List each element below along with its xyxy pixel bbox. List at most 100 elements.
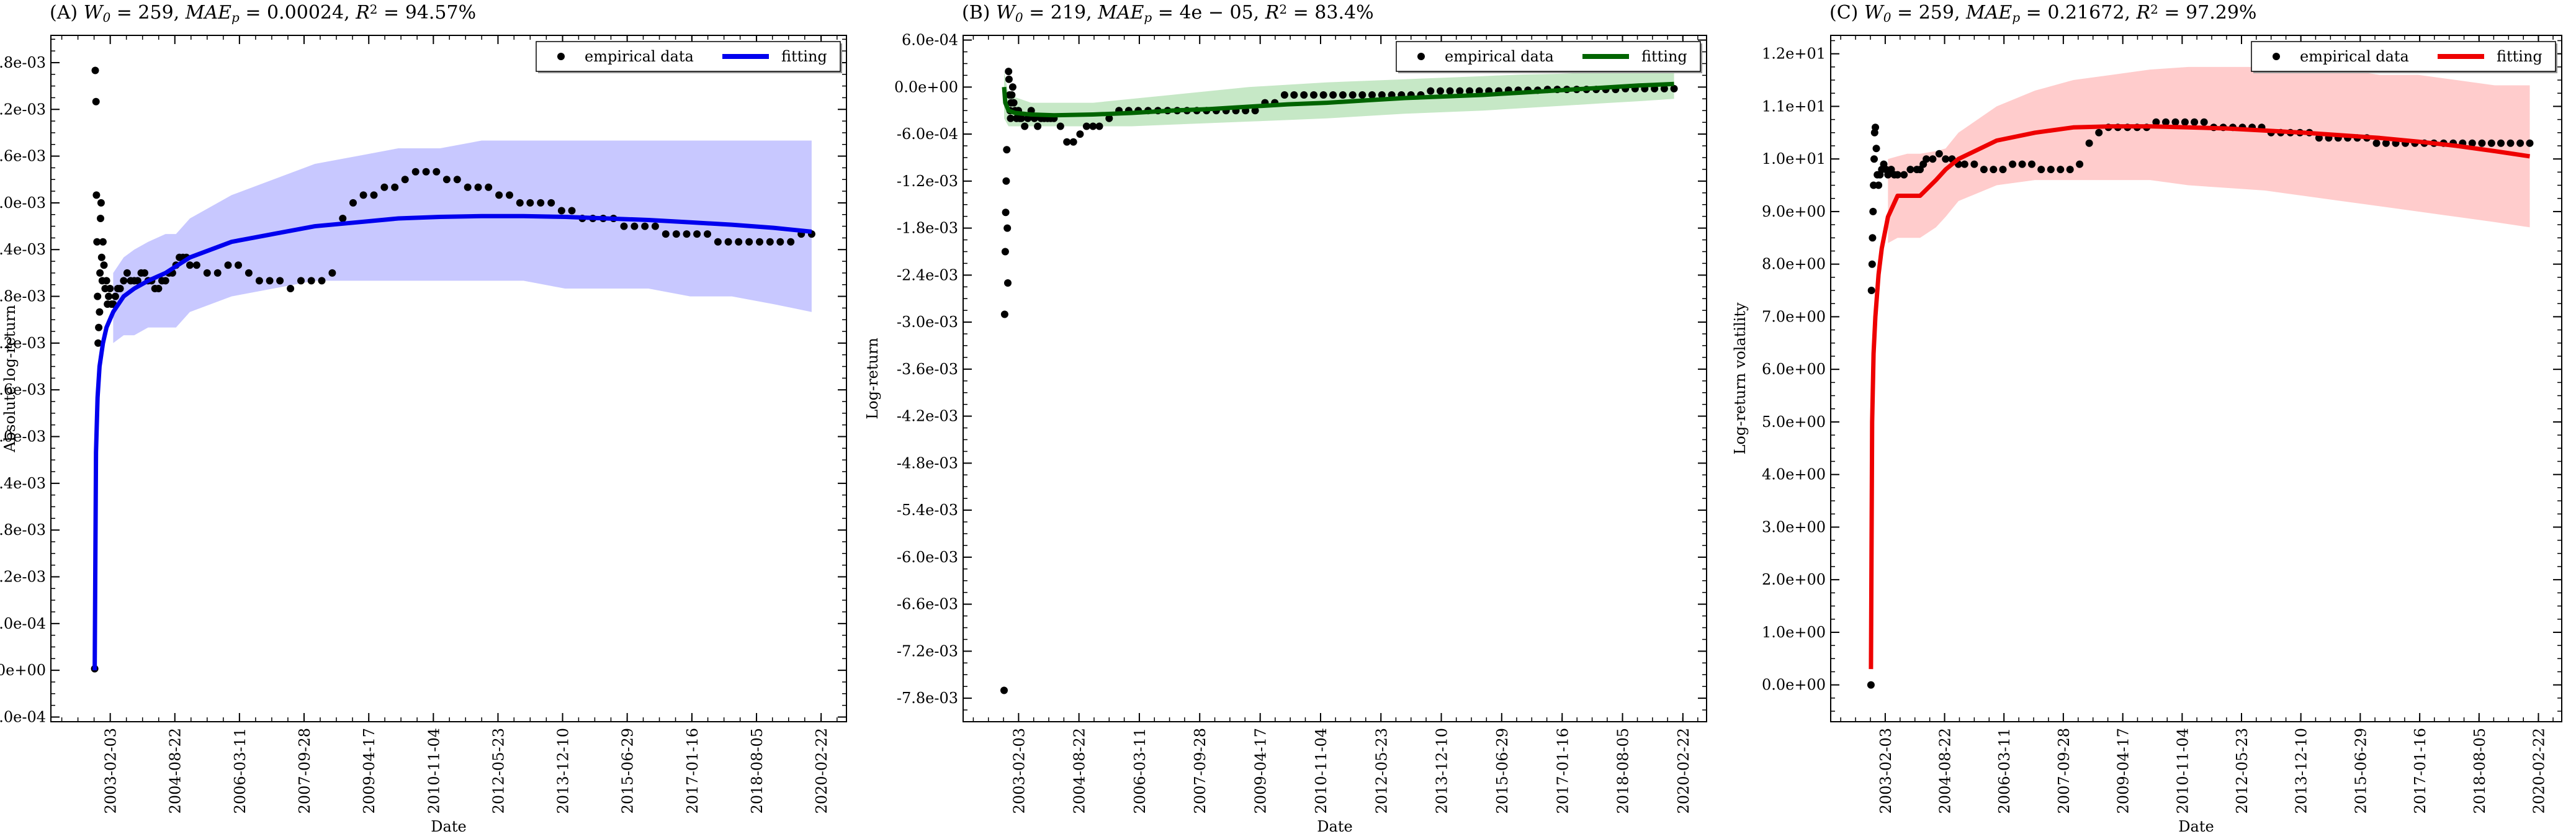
empirical-data-point: [1875, 181, 1883, 189]
empirical-data-point: [495, 191, 503, 199]
empirical-data-point: [401, 176, 409, 184]
empirical-data-point: [631, 222, 639, 230]
empirical-data-point: [224, 261, 232, 269]
x-tick-label: 2012-05-23: [2233, 728, 2251, 814]
x-tick-label: 2007-09-28: [2055, 728, 2073, 814]
y-tick-label: 3.0e-03: [0, 428, 46, 446]
empirical-data-point: [2506, 139, 2515, 147]
y-tick-label: -3.0e-03: [897, 313, 958, 331]
y-tick-label: 7.0e+00: [1762, 308, 1826, 325]
empirical-data-point: [1024, 114, 1032, 122]
y-tick-label: -7.8e-03: [897, 689, 958, 707]
x-tick-label: 2003-02-03: [102, 728, 120, 814]
chart-title: (C) W0 = 259, MAEp = 0.21672, R2 = 97.29…: [1829, 2, 2256, 25]
empirical-data-point: [2018, 160, 2026, 168]
empirical-data-point: [766, 238, 774, 246]
chart-title-part: = 219,: [1023, 2, 1098, 24]
x-axis-label: Date: [2178, 818, 2214, 835]
empirical-data-point: [1869, 234, 1877, 242]
empirical-data-point: [92, 191, 101, 199]
empirical-data-point: [266, 277, 274, 285]
empirical-data-point: [1339, 91, 1347, 99]
empirical-data-point: [287, 285, 295, 292]
empirical-data-point: [339, 215, 347, 222]
empirical-data-point: [745, 238, 753, 246]
y-tick-label: -3.6e-03: [897, 361, 958, 378]
empirical-data-point: [1095, 122, 1103, 130]
empirical-data-point: [1980, 166, 1988, 174]
empirical-data-point: [111, 292, 119, 300]
empirical-data-point: [2076, 160, 2084, 168]
empirical-data-point: [105, 292, 113, 300]
y-tick-label: 6.0e+00: [1762, 361, 1826, 378]
chart-title-part: = 94.57%: [378, 2, 477, 24]
y-axis-label: Log-return: [864, 338, 881, 420]
y-tick-label: 4.0e+00: [1762, 466, 1826, 483]
empirical-data-point: [537, 199, 545, 207]
empirical-data-point: [1868, 260, 1876, 268]
empirical-data-point: [92, 97, 100, 105]
x-tick-label: 2013-12-10: [2293, 728, 2310, 814]
chart-title-part: R: [2135, 2, 2150, 24]
y-tick-label: 4.2e-03: [0, 334, 46, 352]
empirical-data-point: [1378, 91, 1386, 99]
empirical-data-point: [2028, 160, 2035, 168]
chart-title: (A) W0 = 259, MAEp = 0.00024, R2 = 94.57…: [50, 2, 476, 25]
y-tick-label: 7.2e-03: [0, 101, 46, 118]
chart-title-part: p: [2012, 10, 2020, 25]
empirical-data-point: [1872, 145, 1880, 153]
fitting-line: [1002, 81, 1674, 118]
empirical-data-point: [203, 269, 211, 277]
y-tick-label: 6.0e-04: [0, 615, 46, 632]
empirical-data-point: [433, 168, 441, 176]
confidence-band: [1888, 66, 2530, 243]
empirical-data-point: [2191, 118, 2199, 126]
empirical-data-point: [776, 238, 784, 246]
empirical-data-point: [192, 261, 200, 269]
chart-title-part: p: [1144, 10, 1152, 25]
chart-title-part: MAE: [185, 2, 231, 24]
x-tick-label: 2006-03-11: [1131, 728, 1149, 814]
empirical-data-point: [2152, 118, 2160, 126]
legend-fitting-label: fitting: [2497, 48, 2542, 65]
empirical-data-point: [1008, 83, 1016, 91]
y-tick-label: 2.4e-03: [0, 475, 46, 492]
empirical-data-point: [1056, 122, 1064, 130]
chart-title-part: = 0.21672,: [2020, 2, 2136, 24]
y-tick-label: 8.0e+00: [1762, 256, 1826, 273]
empirical-data-point: [141, 269, 148, 277]
empirical-data-point: [683, 230, 691, 238]
y-tick-label: 5.0e+00: [1762, 413, 1826, 431]
empirical-data-point: [297, 277, 305, 285]
x-tick-label: 2020-02-22: [1675, 728, 1692, 814]
y-tick-label: 1.0e+01: [1762, 150, 1826, 168]
y-tick-label: 0.0e+00: [894, 78, 958, 96]
empirical-data-point: [1872, 123, 1879, 132]
empirical-data-point: [1251, 107, 1259, 115]
empirical-data-point: [213, 269, 222, 277]
legend: empirical data fitting: [536, 41, 842, 73]
legend-fitting-label: fitting: [781, 48, 827, 65]
plot-frame: [963, 35, 1707, 722]
y-axis-label: Absolute log-return: [1, 305, 19, 452]
empirical-data-point: [620, 222, 628, 230]
y-tick-label: -2.4e-03: [897, 266, 958, 284]
y-tick-label: 3.6e-03: [0, 381, 46, 398]
y-tick-label: 4.8e-03: [0, 288, 46, 305]
empirical-data-point: [380, 183, 388, 191]
legend-empirical-label: empirical data: [1445, 48, 1554, 65]
x-tick-label: 2012-05-23: [490, 728, 508, 814]
empirical-data-point: [95, 323, 103, 331]
empirical-data-point: [2372, 139, 2381, 147]
empirical-data-point: [2066, 166, 2074, 174]
empirical-data-point: [1034, 122, 1042, 130]
x-tick-label: 2013-12-10: [1434, 728, 1451, 814]
chart-panel-0: -6.0e-04 0.0e+00 6.0e-04 1.2e-03 1.8e-03 2.4e…: [0, 2, 847, 835]
empirical-data-point: [1000, 310, 1008, 318]
fitting-line: [92, 213, 812, 671]
empirical-data-point: [1870, 155, 1878, 163]
empirical-data-point: [155, 285, 163, 292]
empirical-data-point: [1867, 287, 1875, 294]
empirical-data-point: [359, 191, 367, 199]
empirical-data-point: [787, 238, 795, 246]
